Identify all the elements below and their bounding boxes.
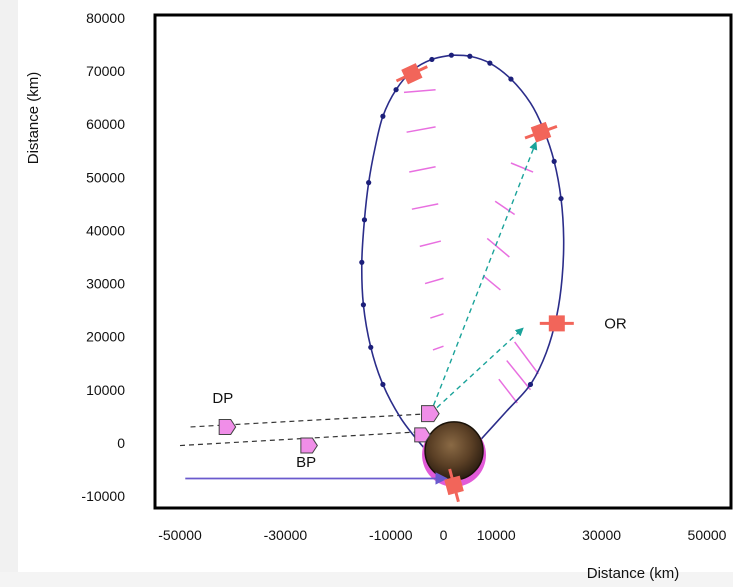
- spacecraft-body-1: [530, 121, 552, 143]
- label-or: OR: [604, 315, 627, 332]
- y-tick-label: 60000: [86, 116, 125, 132]
- y-tick-label: 50000: [86, 169, 125, 185]
- magenta-line-4: [419, 240, 442, 248]
- probe-marker-1: [300, 437, 318, 454]
- magenta-line-0: [403, 88, 436, 94]
- y-tick-label: -10000: [81, 488, 125, 504]
- left-margin-bar: [0, 0, 18, 587]
- x-tick-label: 50000: [688, 527, 727, 543]
- plot-frame: [153, 13, 733, 510]
- teal-arrow-1: [429, 327, 524, 415]
- x-tick-label: 0: [440, 527, 448, 543]
- orbit-path: [360, 54, 565, 470]
- orbit-marker-9: [380, 381, 386, 388]
- orbit-marker-8: [368, 344, 374, 350]
- spacecraft-1: [524, 121, 558, 143]
- spacecraft-body-2: [548, 315, 565, 332]
- magenta-line-12: [514, 341, 539, 375]
- magenta-line-13: [506, 360, 532, 391]
- y-tick-label: 20000: [86, 329, 125, 345]
- spacecraft-0: [395, 63, 428, 85]
- probe-markers-near-body: [414, 405, 440, 443]
- orbit-marker-15: [467, 53, 473, 59]
- probe-marker-near-2: [414, 427, 431, 443]
- x-axis-ticks: -50000 -30000 -10000 0 10000 30000 50000: [158, 527, 726, 543]
- magenta-line-8: [510, 162, 534, 173]
- x-tick-label: 10000: [477, 527, 516, 543]
- magenta-line-6: [430, 313, 444, 319]
- spacecraft-3: [444, 468, 464, 503]
- label-dp: DP: [212, 390, 233, 407]
- central-body: [422, 421, 487, 487]
- y-tick-label: 10000: [86, 382, 125, 398]
- x-tick-label: 30000: [582, 527, 621, 543]
- magenta-lines: [403, 88, 539, 404]
- orbit-marker-12: [551, 158, 557, 164]
- orbit-marker-1: [429, 56, 435, 63]
- dashed-trajectory-1: [179, 430, 431, 447]
- orbit-marker-3: [380, 113, 386, 119]
- magenta-line-7: [432, 345, 444, 351]
- y-axis-ticks: 80000 70000 60000 50000 40000 30000 20000 10000…: [81, 10, 125, 504]
- magenta-line-10: [486, 237, 510, 258]
- x-tick-label: -30000: [264, 527, 308, 543]
- magenta-line-1: [406, 126, 436, 133]
- teal-arrow-0: [429, 141, 538, 414]
- spacecraft-body-3: [444, 475, 464, 496]
- orbit-marker-10: [527, 381, 534, 388]
- y-tick-label: 30000: [86, 276, 125, 292]
- y-tick-label: 40000: [86, 222, 125, 238]
- x-tick-label: -10000: [369, 527, 413, 543]
- orbit-marker-14: [487, 60, 493, 66]
- magenta-line-5: [424, 277, 444, 285]
- magenta-line-3: [411, 203, 439, 210]
- magenta-line-9: [494, 200, 516, 216]
- spacecraft-2: [539, 315, 574, 332]
- orbit-marker-6: [359, 259, 365, 265]
- x-axis-title: Distance (km): [587, 565, 680, 582]
- orbit-marker-7: [360, 302, 366, 308]
- magenta-line-11: [482, 275, 501, 291]
- probe-marker-near-1: [421, 405, 440, 423]
- spacecraft-icons: [395, 63, 574, 503]
- probe-marker-0: [218, 418, 237, 435]
- central-body-disk: [424, 421, 484, 481]
- x-tick-label: -50000: [158, 527, 202, 543]
- orbit-marker-5: [361, 217, 368, 223]
- teal-arrows: [429, 141, 538, 415]
- orbit-marker-11: [558, 195, 564, 202]
- orbit-marker-2: [393, 87, 399, 93]
- magenta-line-14: [498, 378, 518, 404]
- label-bp: BP: [296, 454, 316, 471]
- magenta-line-2: [409, 165, 436, 173]
- orbit-marker-4: [366, 180, 372, 186]
- probe-markers: [218, 418, 318, 454]
- orbit-marker-13: [508, 76, 514, 82]
- bottom-strip: [0, 572, 733, 587]
- y-tick-label: 0: [117, 435, 125, 451]
- y-tick-label: 70000: [86, 63, 125, 79]
- y-tick-label: 80000: [86, 10, 125, 26]
- y-axis-title: Distance (km): [25, 72, 42, 165]
- spacecraft-body-0: [401, 63, 423, 85]
- orbit-markers: [359, 52, 564, 388]
- orbit-marker-0: [448, 52, 455, 58]
